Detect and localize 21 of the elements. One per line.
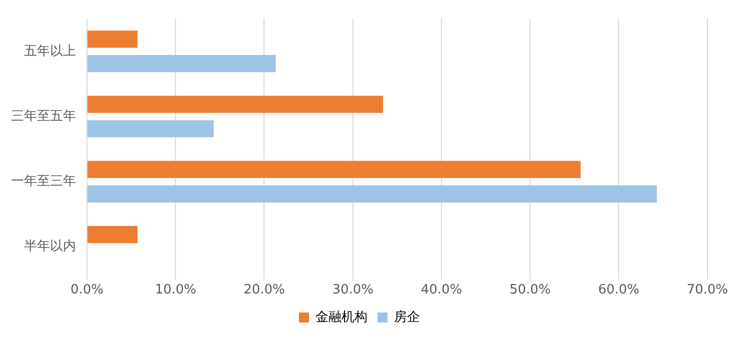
y-tick-label: 五年以上 bbox=[24, 44, 76, 59]
bar bbox=[88, 55, 276, 72]
x-tick-label: 10.0% bbox=[154, 282, 196, 298]
bar bbox=[88, 226, 138, 244]
legend-label: 金融机构 bbox=[316, 310, 368, 325]
legend-label: 房企 bbox=[394, 308, 420, 325]
x-tick-label: 40.0% bbox=[420, 282, 462, 298]
y-tick-label: 一年至三年 bbox=[11, 174, 76, 190]
bar bbox=[88, 120, 214, 138]
x-tick-label: 0.0% bbox=[70, 282, 104, 298]
x-tick-label: 50.0% bbox=[509, 282, 551, 298]
x-tick-label: 60.0% bbox=[598, 282, 640, 298]
bar bbox=[88, 160, 581, 178]
x-tick-label: 30.0% bbox=[332, 282, 374, 298]
bar bbox=[88, 96, 383, 113]
x-tick-label: 70.0% bbox=[686, 282, 728, 298]
x-tick-label: 20.0% bbox=[244, 282, 285, 298]
bar bbox=[88, 30, 138, 48]
bar bbox=[88, 185, 657, 202]
y-tick-label: 三年至五年 bbox=[11, 108, 76, 124]
y-tick-label: 半年以内 bbox=[24, 239, 76, 254]
